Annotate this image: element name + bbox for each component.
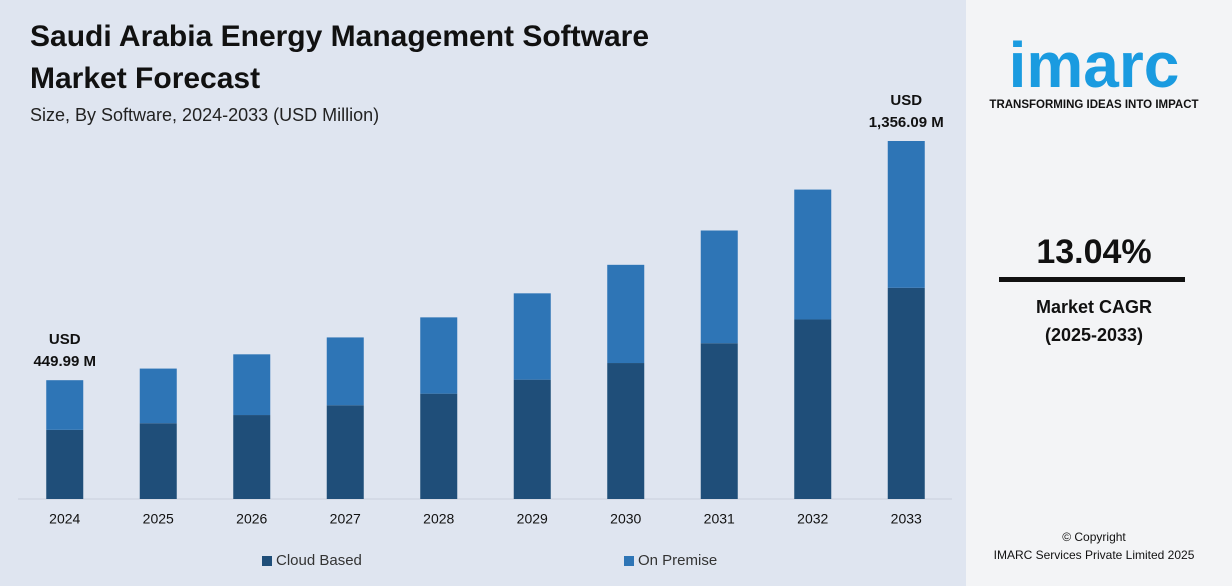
- bar-segment: [607, 264, 645, 364]
- chart-subtitle: Size, By Software, 2024-2033 (USD Millio…: [30, 105, 379, 125]
- x-tick-label: 2025: [143, 511, 174, 527]
- x-tick-label: 2032: [797, 511, 828, 527]
- logo: imarc: [1009, 29, 1180, 101]
- bar-segment: [513, 379, 551, 499]
- bar-segment: [700, 343, 738, 499]
- bar-segment: [887, 287, 925, 499]
- bar-segment: [46, 429, 84, 499]
- bar-segment: [794, 189, 832, 320]
- bar-segment: [887, 141, 925, 288]
- divider: [999, 277, 1185, 282]
- legend-label: Cloud Based: [276, 552, 362, 569]
- x-tick-label: 2024: [49, 511, 80, 527]
- x-tick-label: 2028: [423, 511, 454, 527]
- bar-segment: [607, 363, 645, 499]
- bar-segment: [420, 317, 458, 394]
- x-tick-label: 2030: [610, 511, 641, 527]
- x-tick-label: 2029: [517, 511, 548, 527]
- total-label: USD: [890, 92, 922, 109]
- legend-swatch: [624, 556, 634, 566]
- cagr-label: (2025-2033): [1045, 325, 1143, 345]
- bar-segment: [46, 380, 84, 430]
- x-tick-label: 2033: [891, 511, 922, 527]
- bar-segment: [513, 293, 551, 380]
- chart-title: Saudi Arabia Energy Management Software M…: [30, 20, 649, 95]
- copyright: IMARC Services Private Limited 2025: [994, 548, 1195, 562]
- bar-segment: [794, 319, 832, 499]
- bar-segment: [233, 354, 271, 416]
- total-label: 449.99 M: [33, 353, 96, 370]
- x-tick-label: 2027: [330, 511, 361, 527]
- bar-segment: [139, 368, 177, 424]
- legend-label: On Premise: [638, 552, 717, 569]
- bar-segment: [139, 423, 177, 499]
- legend-swatch: [262, 556, 272, 566]
- x-tick-label: 2031: [704, 511, 735, 527]
- x-tick-label: 2026: [236, 511, 267, 527]
- bar-segment: [420, 393, 458, 499]
- bar-segment: [326, 337, 364, 406]
- title-line: Saudi Arabia Energy Management Software: [30, 20, 649, 53]
- copyright: © Copyright: [1062, 530, 1126, 544]
- cagr-label: Market CAGR: [1036, 297, 1152, 317]
- titles: Saudi Arabia Energy Management Software M…: [30, 20, 649, 125]
- total-label: 1,356.09 M: [869, 114, 944, 131]
- sidebar: imarc TRANSFORMING IDEAS INTO IMPACT 13.…: [989, 29, 1198, 562]
- plot: 2024 2025 2026 2027 2028 2029 2030 2031 2032 2033…: [18, 92, 952, 569]
- total-label: USD: [49, 331, 81, 348]
- bar-segment: [700, 230, 738, 344]
- cagr: 13.04%: [1036, 233, 1151, 271]
- bar-segment: [326, 405, 364, 499]
- tagline: TRANSFORMING IDEAS INTO IMPACT: [989, 99, 1198, 111]
- title-line: Market Forecast: [30, 62, 260, 95]
- sidebar-panel: [966, 0, 1232, 586]
- bar-segment: [233, 415, 271, 499]
